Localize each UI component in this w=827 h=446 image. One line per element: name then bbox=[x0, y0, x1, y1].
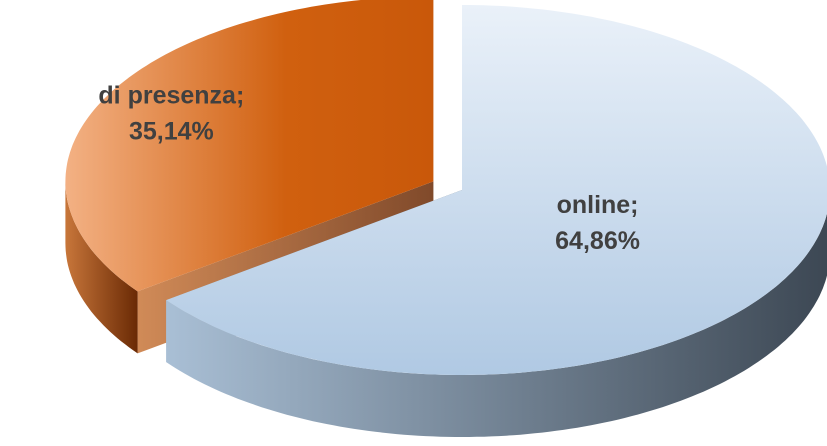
data-label-category: online; bbox=[557, 191, 639, 219]
data-label-category: di presenza; bbox=[98, 82, 244, 110]
slice-side bbox=[166, 213, 827, 437]
data-label-value: 64,86% bbox=[555, 227, 640, 255]
slice-side bbox=[65, 181, 138, 354]
slice bbox=[65, 0, 434, 292]
slice bbox=[166, 5, 827, 375]
data-label-value: 35,14% bbox=[129, 118, 214, 146]
